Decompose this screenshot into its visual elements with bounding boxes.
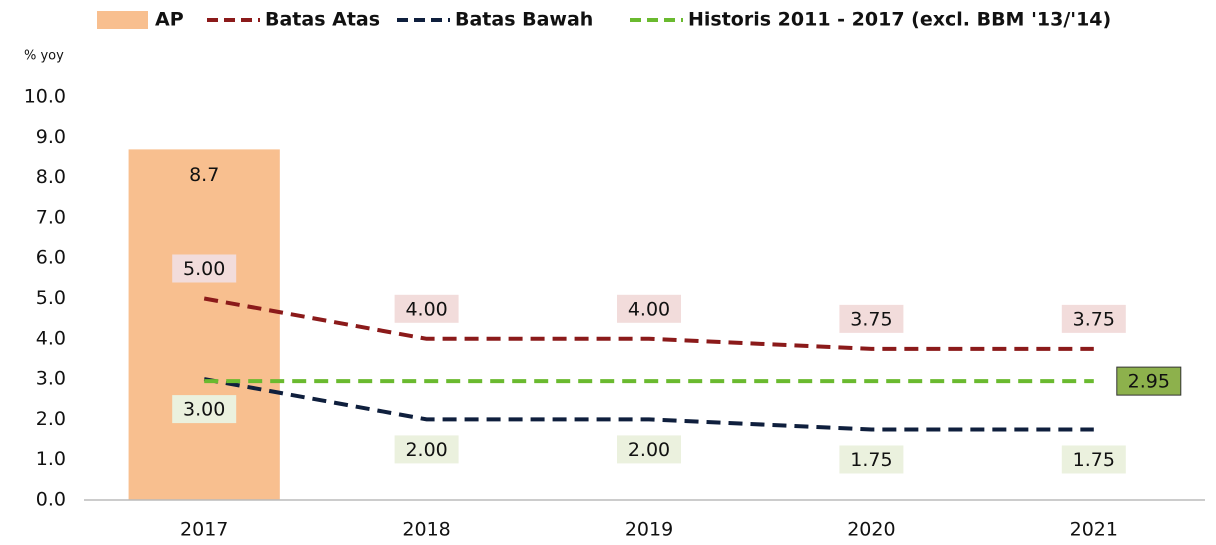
line [203,377,1094,432]
value-label-box [617,294,681,323]
value-label: 1.75 [850,449,892,471]
y-axis-label: % yoy [24,49,64,64]
value-label: 3.75 [850,308,892,330]
legend-label: Historis 2011 - 2017 (excl. BBM '13/'14) [688,9,1111,31]
x-tick-label: 2017 [180,519,228,541]
bar [128,149,280,500]
value-label: 8.7 [189,164,219,186]
y-tick-label: 5.0 [36,287,66,309]
value-label-box [1116,366,1182,396]
value-label-box [394,294,459,323]
value-label: 2.00 [628,439,670,461]
legend-label: AP [155,9,184,31]
value-label-box [172,254,237,283]
y-tick-label: 3.0 [36,368,66,390]
y-tick-label: 8.0 [36,166,66,188]
value-label: 2.95 [1128,371,1170,393]
y-tick-label: 0.0 [36,489,66,511]
x-tick-label: 2019 [625,519,673,541]
y-tick-label: 10.0 [24,86,66,108]
value-label: 4.00 [405,298,447,320]
legend-label: Batas Atas [265,9,380,31]
value-label-box [839,304,904,333]
value-label: 4.00 [628,298,670,320]
value-label: 3.00 [183,399,225,421]
value-label-box [617,435,681,464]
legend-swatch [97,11,148,29]
x-tick-label: 2018 [402,519,450,541]
x-tick-label: 2020 [847,519,895,541]
y-tick-label: 9.0 [36,126,66,148]
y-tick-label: 7.0 [36,206,66,228]
value-label: 5.00 [183,258,225,280]
y-tick-label: 4.0 [36,327,66,349]
value-label-box [1061,445,1126,474]
y-tick-label: 6.0 [36,247,66,269]
value-label: 3.75 [1073,308,1115,330]
value-label-box [839,445,904,474]
value-label: 2.00 [405,439,447,461]
y-tick-label: 2.0 [36,408,66,430]
line [203,296,1094,351]
x-tick-label: 2021 [1070,519,1118,541]
value-label-box [1061,304,1126,333]
legend-label: Batas Bawah [455,9,593,31]
value-label-box [172,395,237,424]
y-tick-label: 1.0 [36,448,66,470]
value-label-box [394,435,459,464]
value-label: 1.75 [1073,449,1115,471]
